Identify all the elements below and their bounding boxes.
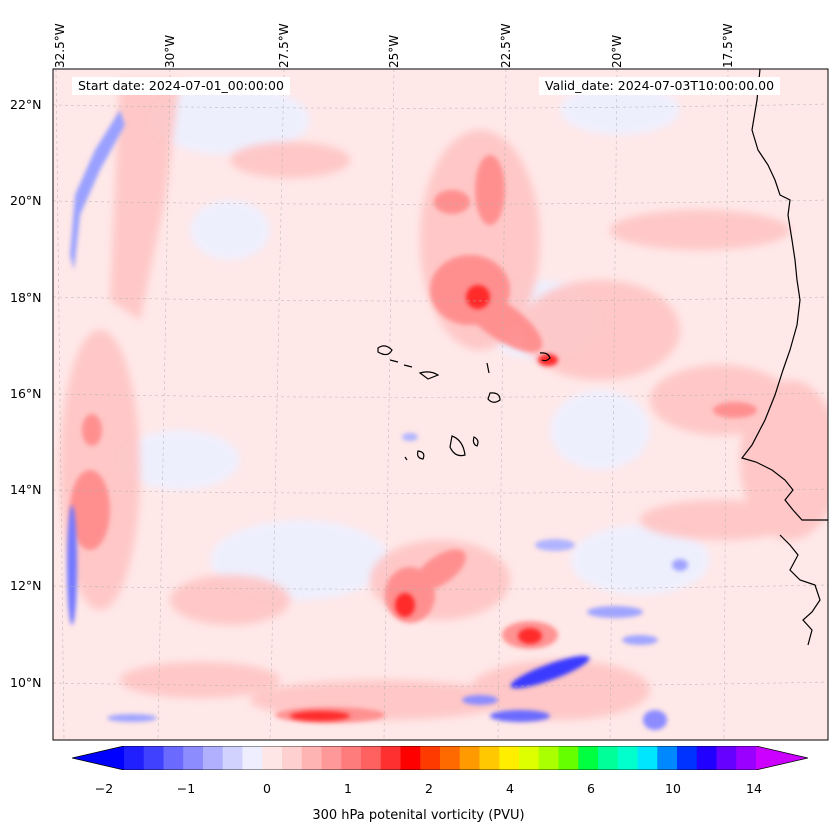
longitude-label: 17.5°W (721, 23, 735, 68)
latitude-label: 10°N (10, 675, 42, 690)
colorbar-segment (420, 746, 441, 770)
colorbar-extend-max (756, 746, 808, 770)
colorbar-segment (459, 746, 480, 770)
colorbar-tick-label: 10 (665, 781, 681, 796)
latitude-label: 22°N (10, 97, 42, 112)
colorbar-tick-label: 6 (587, 781, 595, 796)
colorbar-segment (282, 746, 303, 770)
map-frame (52, 68, 829, 741)
colorbar-segment (677, 746, 698, 770)
colorbar-tick-label: 14 (746, 781, 762, 796)
colorbar-segment (696, 746, 717, 770)
colorbar-segment (203, 746, 224, 770)
colorbar-segment (519, 746, 540, 770)
colorbar-tick-label: 4 (506, 781, 514, 796)
colorbar-tick-label: −1 (176, 781, 196, 796)
colorbar-title: 300 hPa potenital vorticity (PVU) (312, 808, 525, 823)
longitude-label: 22.5°W (499, 23, 513, 68)
colorbar-segment (440, 746, 461, 770)
colorbar-segment (321, 746, 342, 770)
colorbar-segment (242, 746, 263, 770)
low-pv-regions (120, 85, 710, 600)
colorbar-segment (716, 746, 737, 770)
colorbar-tick-label: 1 (344, 781, 352, 796)
colorbar-segment (617, 746, 638, 770)
colorbar-segment (598, 746, 619, 770)
colorbar-segment (361, 746, 382, 770)
colorbar-segment (222, 746, 243, 770)
gridlines (53, 69, 828, 740)
colorbar-segment (341, 746, 362, 770)
colorbar-segment (499, 746, 520, 770)
longitude-label: 30°W (163, 34, 177, 68)
colorbar-tick-label: −2 (94, 781, 114, 796)
longitude-label: 20°W (610, 34, 624, 68)
colorbar-segment (143, 746, 164, 770)
longitude-label: 27.5°W (277, 23, 291, 68)
longitude-label: 25°W (387, 34, 401, 68)
colorbar (72, 746, 808, 770)
colorbar-segment (183, 746, 204, 770)
coastlines (377, 69, 828, 646)
latitude-label: 14°N (10, 482, 42, 497)
latitude-label: 16°N (10, 386, 42, 401)
colorbar-segment (578, 746, 599, 770)
colorbar-segment (538, 746, 559, 770)
colorbar-extend-min (72, 746, 124, 770)
colorbar-segment (380, 746, 401, 770)
colorbar-segment (558, 746, 579, 770)
colorbar-segment (479, 746, 500, 770)
strong-pv-regions (290, 285, 558, 721)
colorbar-tick-label: 0 (263, 781, 271, 796)
latitude-label: 18°N (10, 290, 42, 305)
colorbar-segment (400, 746, 421, 770)
start-date-label: Start date: 2024-07-01_00:00:00 (72, 77, 290, 95)
colorbar-segment (124, 746, 145, 770)
colorbar-segment (163, 746, 184, 770)
valid-date-label: Valid_date: 2024-07-03T10:00:00.00 (539, 77, 781, 95)
latitude-label: 12°N (10, 578, 42, 593)
colorbar-segment (301, 746, 322, 770)
colorbar-segment (657, 746, 678, 770)
colorbar-segment (262, 746, 283, 770)
colorbar-segment (637, 746, 658, 770)
longitude-label: 32.5°W (53, 23, 67, 68)
colorbar-tick-label: 2 (425, 781, 433, 796)
latitude-label: 20°N (10, 193, 42, 208)
colorbar-segment (736, 746, 757, 770)
negative-pv-regions (67, 110, 688, 730)
